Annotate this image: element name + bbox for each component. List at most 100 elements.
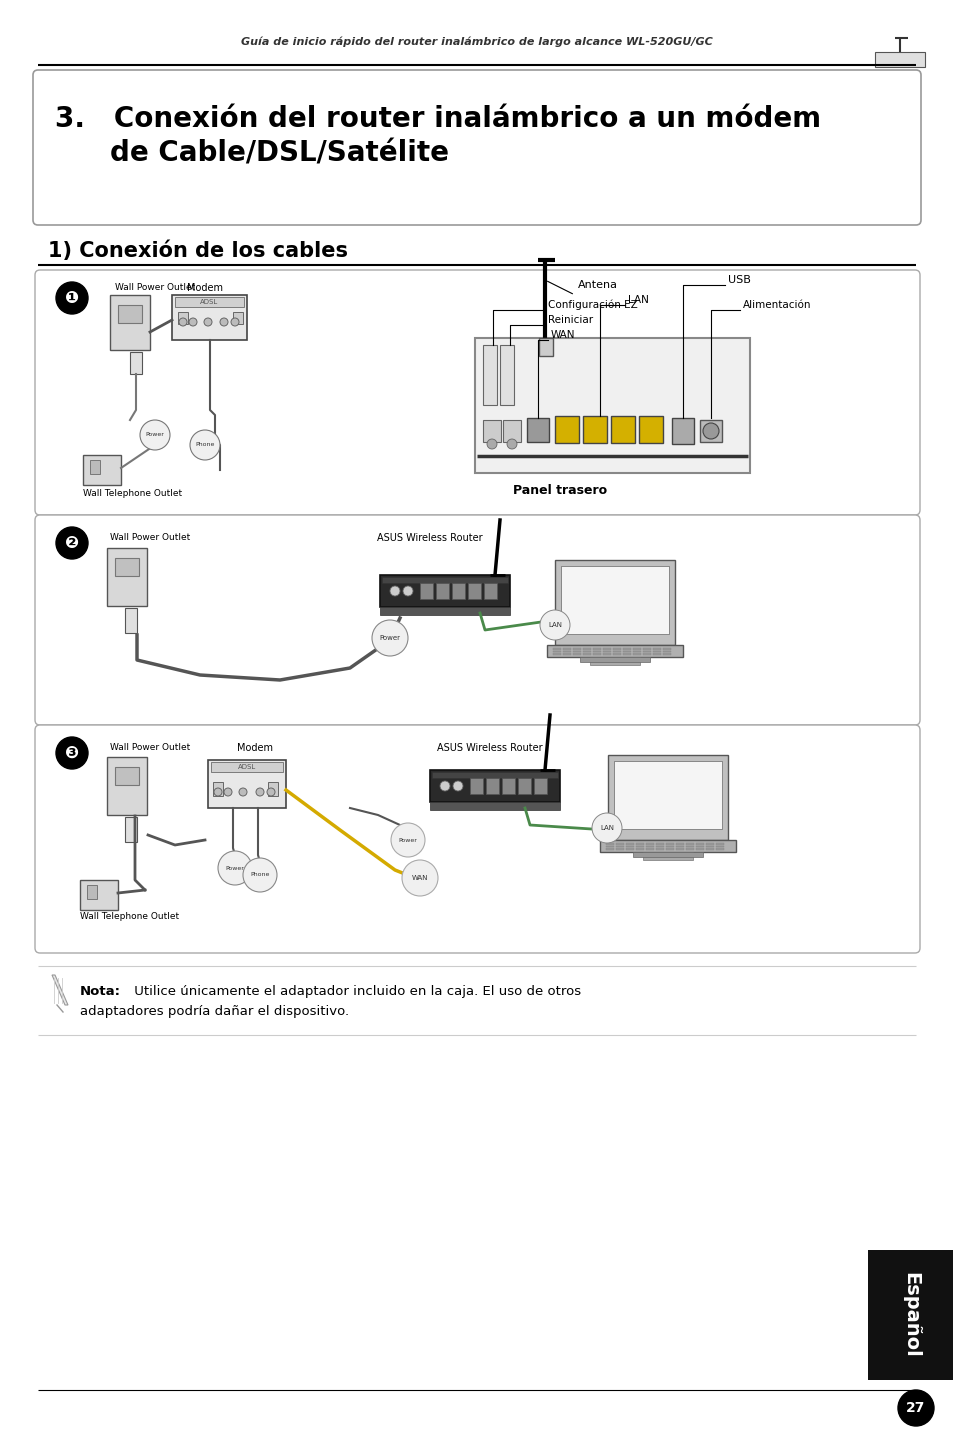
Bar [555,417,578,442]
Bar [625,848,634,849]
Bar [573,653,580,654]
Bar [107,548,147,606]
Text: Panel trasero: Panel trasero [513,484,606,497]
Bar [233,312,243,324]
Bar [553,649,560,650]
Circle shape [190,430,220,460]
Text: Guía de inicio rápido del router inalámbrico de largo alcance WL-520GU/GC: Guía de inicio rápido del router inalámb… [241,37,712,47]
Bar [115,768,139,785]
Bar [616,845,623,848]
Bar [546,644,682,657]
Circle shape [592,813,621,843]
Circle shape [402,586,413,596]
Bar [178,312,188,324]
Bar [656,848,663,849]
Bar [676,848,683,849]
Bar [553,650,560,653]
Text: Modem: Modem [187,284,223,294]
Bar [716,843,723,845]
Bar [470,778,482,793]
Bar [605,848,614,849]
Bar [874,52,924,67]
Bar [573,649,580,650]
Text: Power: Power [225,865,244,871]
Bar [593,649,600,650]
Bar [482,345,497,405]
Circle shape [439,780,450,790]
Bar [636,843,643,845]
Text: Wall Power Outlet: Wall Power Outlet [115,284,195,292]
Bar [639,417,662,442]
Text: ASUS Wireless Router: ASUS Wireless Router [436,743,542,753]
Bar [107,758,147,815]
Bar [211,762,283,772]
Circle shape [372,620,408,656]
Circle shape [506,440,517,450]
Bar [622,649,630,650]
Bar [622,653,630,654]
Circle shape [239,788,247,796]
Circle shape [486,440,497,450]
Circle shape [453,780,462,790]
Bar [613,653,620,654]
Bar [172,295,247,339]
Bar [705,845,713,848]
FancyBboxPatch shape [33,70,920,225]
Circle shape [255,788,264,796]
Circle shape [179,318,187,326]
Bar [560,566,668,634]
Bar [602,649,610,650]
Bar [607,755,727,841]
Circle shape [539,610,569,640]
Bar [676,845,683,848]
Bar [555,560,675,644]
Text: Wall Telephone Outlet: Wall Telephone Outlet [80,912,179,921]
Bar [602,650,610,653]
Bar [485,778,498,793]
Bar [110,295,150,349]
Text: Phone: Phone [250,872,270,878]
Bar [381,577,507,583]
Text: Alimentación: Alimentación [742,299,811,309]
Text: adaptadores podría dañar el dispositivo.: adaptadores podría dañar el dispositivo. [80,1005,349,1018]
Bar [642,852,692,861]
Bar [213,782,223,796]
Circle shape [56,527,88,558]
Bar [652,649,660,650]
Bar [115,558,139,576]
Bar [616,848,623,849]
Bar [642,653,650,654]
Bar [379,576,510,607]
Bar [83,455,121,485]
Bar [475,338,749,473]
Text: Phone: Phone [195,442,214,447]
FancyBboxPatch shape [35,516,919,725]
Bar [685,843,693,845]
Text: Configuración EZ: Configuración EZ [547,299,638,311]
Bar [867,1250,953,1380]
Text: WAN: WAN [412,875,428,881]
Bar [125,609,137,633]
Bar [685,845,693,848]
Bar [716,848,723,849]
Text: Antena: Antena [578,281,618,291]
Text: Wall Power Outlet: Wall Power Outlet [110,743,190,752]
Bar [642,649,650,650]
Bar [482,420,500,442]
Bar [468,583,480,599]
FancyBboxPatch shape [35,725,919,954]
Bar [268,782,277,796]
Bar [573,650,580,653]
Text: Power: Power [398,838,417,842]
Circle shape [204,318,212,326]
Text: 1) Conexión de los cables: 1) Conexión de los cables [48,241,348,261]
Bar [645,848,654,849]
Bar [716,845,723,848]
Circle shape [702,422,719,440]
Circle shape [56,737,88,769]
Circle shape [401,861,437,896]
Bar [499,345,514,405]
Bar [633,852,702,856]
Bar [642,650,650,653]
Text: ASUS Wireless Router: ASUS Wireless Router [376,533,482,543]
